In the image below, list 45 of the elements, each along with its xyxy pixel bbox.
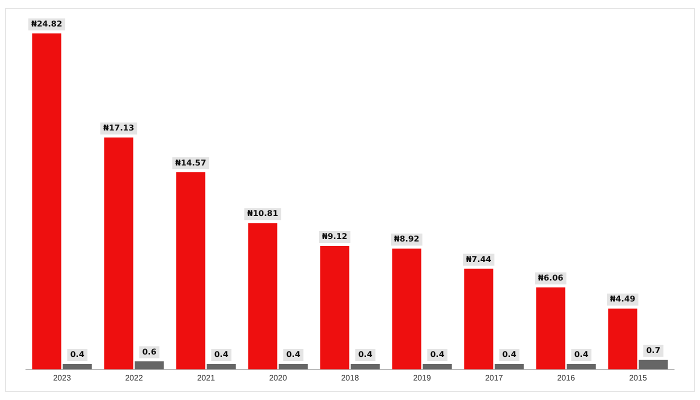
bar bbox=[62, 364, 92, 370]
bar bbox=[464, 268, 494, 370]
bar bbox=[494, 364, 524, 370]
data-label: 0.4 bbox=[502, 350, 517, 360]
x-tick-label: 2016 bbox=[557, 373, 576, 382]
data-label: ₦6.06 bbox=[538, 273, 564, 282]
x-tick-label: 2017 bbox=[485, 373, 504, 382]
bar bbox=[134, 361, 164, 370]
data-label: 0.4 bbox=[574, 350, 589, 360]
data-label: ₦24.82 bbox=[31, 20, 62, 29]
bar bbox=[638, 360, 668, 370]
bar bbox=[422, 364, 452, 370]
x-tick-label: 2018 bbox=[341, 373, 360, 382]
x-tick-label: 2021 bbox=[197, 373, 216, 382]
bar bbox=[536, 287, 566, 370]
x-tick-label: 2020 bbox=[269, 373, 288, 382]
bar bbox=[176, 172, 206, 370]
data-label: ₦7.44 bbox=[466, 254, 492, 264]
data-label: ₦10.81 bbox=[247, 209, 279, 218]
bar bbox=[608, 308, 638, 370]
x-tick-label: 2022 bbox=[125, 373, 144, 382]
bar bbox=[320, 246, 350, 370]
bar bbox=[248, 223, 278, 370]
data-label: ₦17.13 bbox=[103, 124, 134, 133]
data-label: ₦8.92 bbox=[394, 234, 420, 244]
data-label: 0.6 bbox=[142, 347, 157, 356]
bar bbox=[278, 364, 308, 370]
bar bbox=[32, 33, 62, 370]
bar bbox=[206, 364, 236, 370]
data-label: ₦9.12 bbox=[322, 232, 348, 242]
data-label: 0.4 bbox=[214, 350, 229, 360]
x-tick-label: 2023 bbox=[53, 373, 72, 382]
data-label: ₦14.57 bbox=[175, 158, 206, 168]
bar bbox=[392, 248, 422, 370]
bar bbox=[104, 138, 134, 370]
data-label: 0.4 bbox=[430, 350, 445, 360]
bar bbox=[350, 364, 380, 370]
data-label: 0.4 bbox=[358, 350, 373, 360]
data-label: 0.7 bbox=[646, 346, 660, 356]
data-label: 0.4 bbox=[70, 350, 85, 360]
bar bbox=[566, 364, 596, 370]
data-label: ₦4.49 bbox=[610, 294, 636, 304]
x-tick-label: 2019 bbox=[413, 373, 432, 382]
x-tick-label: 2015 bbox=[629, 373, 648, 382]
data-label: 0.4 bbox=[286, 350, 301, 360]
